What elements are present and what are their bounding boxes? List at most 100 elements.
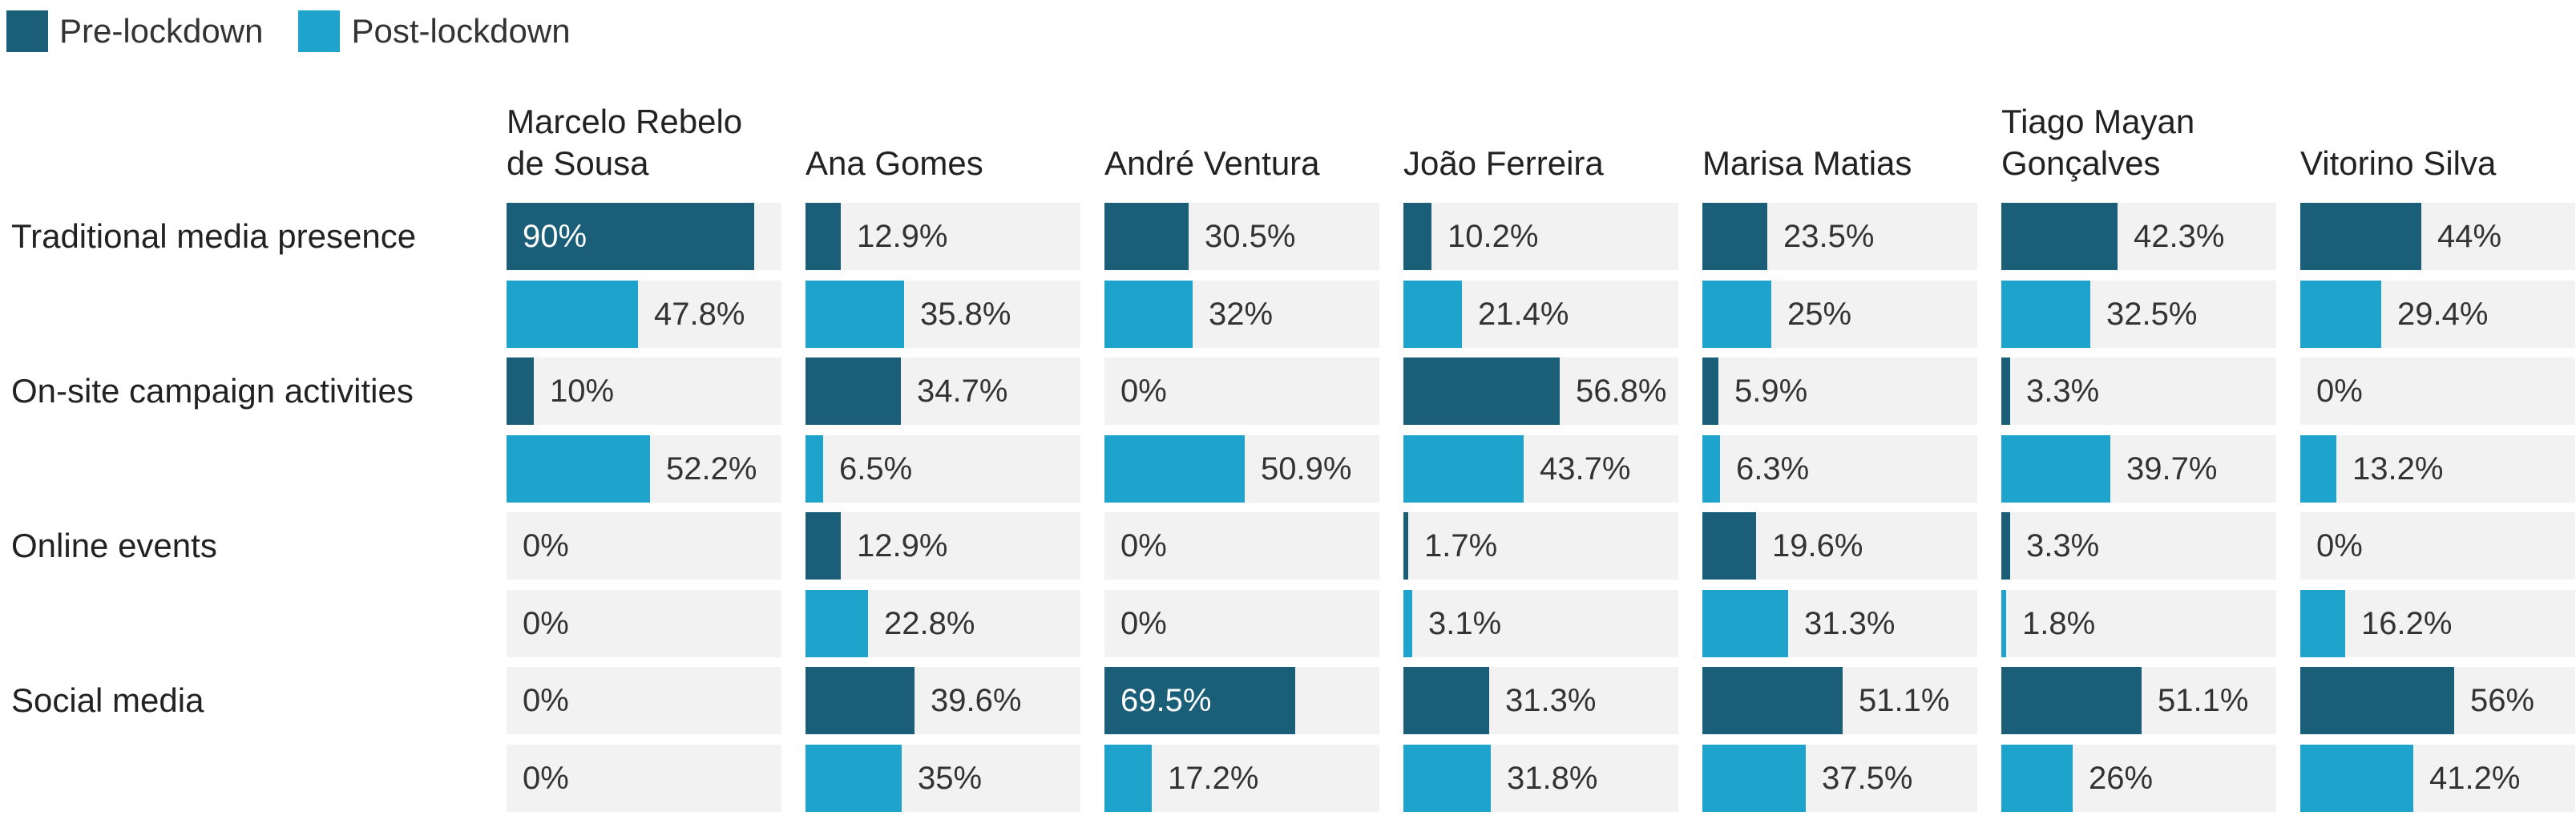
- data-label: 39.7%: [2126, 450, 2218, 487]
- bar-cell: 1.8%: [2001, 589, 2276, 657]
- bar[interactable]: [806, 589, 868, 657]
- bar[interactable]: [1702, 203, 1767, 270]
- column-header-tiago-mayan-goncalves: Tiago Mayan Gonçalves: [2001, 103, 2195, 182]
- bar[interactable]: [1403, 280, 1462, 348]
- bar-cell: 3.3%: [2001, 357, 2276, 425]
- bar-cell: 41.2%: [2300, 744, 2575, 812]
- data-label: 3.1%: [1428, 605, 1502, 641]
- bar[interactable]: [2001, 280, 2090, 348]
- bar-cell: 30.5%: [1104, 203, 1379, 270]
- data-label: 1.7%: [1424, 528, 1498, 563]
- bar-cell: 0%: [2300, 357, 2575, 425]
- bar[interactable]: [507, 357, 534, 425]
- bar[interactable]: [2300, 589, 2345, 657]
- bar-cell: 25%: [1702, 280, 1977, 348]
- bar[interactable]: [1702, 280, 1771, 348]
- bar[interactable]: [2300, 280, 2381, 348]
- data-label: 29.4%: [2397, 296, 2489, 332]
- bar[interactable]: [2300, 744, 2413, 812]
- bar[interactable]: [2300, 667, 2454, 734]
- bar[interactable]: [2001, 667, 2142, 734]
- bar[interactable]: [806, 744, 902, 812]
- bar-cell: 17.2%: [1104, 744, 1379, 812]
- bar[interactable]: [507, 203, 754, 270]
- bar-cell: 6.3%: [1702, 434, 1977, 503]
- bar[interactable]: [1403, 589, 1412, 657]
- data-label: 43.7%: [1540, 450, 1631, 487]
- data-label: 47.8%: [654, 296, 745, 332]
- column-header-ana-gomes: Ana Gomes: [806, 144, 983, 182]
- bar-cell: 29.4%: [2300, 280, 2575, 348]
- bar[interactable]: [806, 280, 904, 348]
- row-label-on-site-campaign-activities: On-site campaign activities: [11, 372, 414, 410]
- bar[interactable]: [1702, 357, 1718, 425]
- bar-cell: 39.6%: [806, 667, 1080, 734]
- bar-cell: 21.4%: [1403, 280, 1678, 348]
- data-label: 17.2%: [1168, 760, 1259, 796]
- bar[interactable]: [507, 280, 638, 348]
- bar[interactable]: [1403, 744, 1491, 812]
- bar[interactable]: [2001, 744, 2073, 812]
- bar-cell: 10.2%: [1403, 203, 1678, 270]
- data-label: 31.3%: [1804, 605, 1896, 641]
- bar[interactable]: [1104, 434, 1245, 503]
- data-label: 35%: [918, 760, 983, 796]
- data-label: 52.2%: [666, 450, 757, 487]
- bar[interactable]: [1403, 434, 1524, 503]
- bar-cell: 23.5%: [1702, 203, 1977, 270]
- bar[interactable]: [806, 434, 823, 503]
- bar-cell: 12.9%: [806, 512, 1080, 580]
- bar[interactable]: [1104, 667, 1295, 734]
- data-label: 56.8%: [1576, 374, 1667, 409]
- bar[interactable]: [2001, 589, 2006, 657]
- data-label: 69.5%: [1120, 683, 1212, 718]
- data-label: 12.9%: [857, 219, 948, 254]
- row-label-traditional-media-presence: Traditional media presence: [11, 217, 417, 255]
- bar[interactable]: [1403, 667, 1489, 734]
- bar-cell: 1.7%: [1403, 512, 1678, 580]
- data-label: 31.3%: [1505, 683, 1597, 718]
- data-label: 16.2%: [2361, 605, 2453, 641]
- bar[interactable]: [1702, 667, 1843, 734]
- bar[interactable]: [1104, 744, 1152, 812]
- bar[interactable]: [1104, 203, 1189, 270]
- bar[interactable]: [1403, 357, 1560, 425]
- bar[interactable]: [2300, 434, 2336, 503]
- bar-cell: 5.9%: [1702, 357, 1977, 425]
- legend-item-pre-lockdown[interactable]: Pre-lockdown: [6, 10, 263, 52]
- bar-cell: 56%: [2300, 667, 2575, 734]
- legend-item-post-lockdown[interactable]: Post-lockdown: [298, 10, 571, 52]
- bar-cell: 6.5%: [806, 434, 1080, 503]
- bar[interactable]: [806, 203, 841, 270]
- bar[interactable]: [806, 667, 915, 734]
- bar[interactable]: [507, 434, 650, 503]
- data-label: 56%: [2470, 683, 2535, 718]
- bar[interactable]: [2001, 512, 2010, 580]
- data-label: 3.3%: [2026, 374, 2100, 409]
- bar[interactable]: [1702, 589, 1788, 657]
- bar[interactable]: [1104, 280, 1193, 348]
- bar-cell: 0%: [1104, 357, 1379, 425]
- bar-cell: 37.5%: [1702, 744, 1977, 812]
- bar[interactable]: [2001, 357, 2010, 425]
- bar[interactable]: [1702, 512, 1756, 580]
- bar[interactable]: [1702, 744, 1806, 812]
- bar[interactable]: [2001, 203, 2118, 270]
- data-label: 12.9%: [857, 528, 948, 563]
- data-label: 10%: [550, 374, 615, 409]
- bar[interactable]: [1403, 512, 1408, 580]
- bar-cell: 42.3%: [2001, 203, 2276, 270]
- bar-cell: 35.8%: [806, 280, 1080, 348]
- bar[interactable]: [2001, 434, 2110, 503]
- bar[interactable]: [806, 357, 901, 425]
- bar[interactable]: [1403, 203, 1431, 270]
- data-label: 32%: [1209, 296, 1274, 332]
- bar[interactable]: [1702, 434, 1720, 503]
- bar[interactable]: [806, 512, 841, 580]
- bar-cell: 32%: [1104, 280, 1379, 348]
- chart-legend: Pre-lockdown Post-lockdown: [6, 8, 606, 55]
- column-header-marisa-matias: Marisa Matias: [1702, 144, 1912, 182]
- bar[interactable]: [2300, 203, 2421, 270]
- data-label: 0%: [1120, 374, 1167, 409]
